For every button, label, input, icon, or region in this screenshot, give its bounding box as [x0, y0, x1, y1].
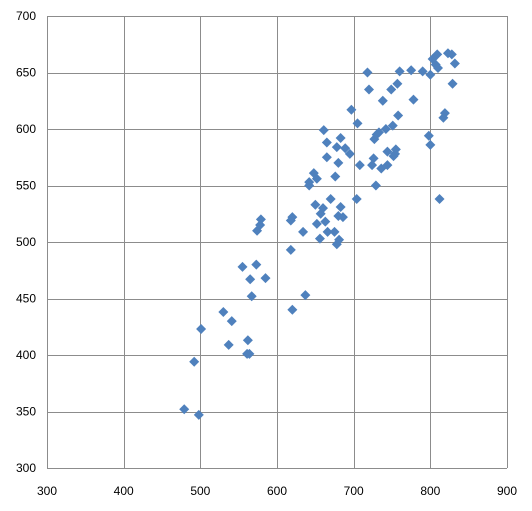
- data-point: [333, 157, 344, 168]
- data-point: [382, 146, 393, 157]
- x-tick-label-900: 900: [497, 484, 517, 498]
- data-point: [354, 160, 365, 171]
- data-point: [351, 194, 362, 205]
- data-point: [386, 84, 397, 95]
- data-point: [329, 226, 340, 237]
- data-points: [179, 48, 460, 420]
- data-point: [314, 233, 325, 244]
- data-point: [390, 144, 401, 155]
- y-tick-label-650: 650: [16, 66, 36, 80]
- y-tick-label-500: 500: [16, 235, 36, 249]
- data-point: [242, 335, 253, 346]
- data-point: [393, 110, 404, 121]
- y-tick-label-700: 700: [16, 9, 36, 23]
- data-point: [392, 78, 403, 89]
- data-point: [300, 290, 311, 301]
- data-point: [304, 180, 315, 191]
- data-point: [287, 304, 298, 315]
- data-point: [449, 58, 460, 69]
- data-point: [310, 199, 321, 210]
- x-tick-label-300: 300: [37, 484, 57, 498]
- data-point: [425, 69, 436, 80]
- y-tick-label-450: 450: [16, 292, 36, 306]
- data-point: [346, 104, 357, 115]
- x-tick-label-600: 600: [267, 484, 287, 498]
- y-tick-label-400: 400: [16, 348, 36, 362]
- data-point: [377, 95, 388, 106]
- data-point: [394, 66, 405, 77]
- data-point: [417, 66, 428, 77]
- gridlines: [47, 16, 508, 469]
- data-point: [340, 143, 351, 154]
- data-point: [237, 261, 248, 272]
- data-point: [298, 226, 309, 237]
- data-point: [425, 139, 436, 150]
- data-point: [335, 201, 346, 212]
- data-point: [223, 339, 234, 350]
- data-point: [447, 78, 458, 89]
- data-point: [322, 226, 333, 237]
- data-point: [423, 130, 434, 141]
- data-point: [337, 212, 348, 223]
- data-point: [367, 160, 378, 171]
- data-point: [311, 218, 322, 229]
- data-point: [380, 124, 391, 134]
- y-tick-label-300: 300: [16, 461, 36, 475]
- y-tick-label-350: 350: [16, 405, 36, 419]
- data-point: [318, 125, 329, 136]
- data-point: [246, 291, 257, 302]
- data-point: [285, 244, 296, 255]
- data-point: [318, 203, 328, 214]
- data-point: [382, 160, 393, 171]
- data-point: [226, 316, 237, 327]
- data-point: [352, 118, 363, 129]
- axes: [47, 16, 507, 469]
- x-tick-label-500: 500: [190, 484, 210, 498]
- data-point: [251, 259, 262, 270]
- data-point: [179, 404, 190, 415]
- data-point: [446, 49, 457, 60]
- data-point: [196, 324, 207, 335]
- data-point: [330, 171, 341, 182]
- data-point: [311, 173, 322, 184]
- x-tick-label-700: 700: [344, 484, 364, 498]
- data-point: [255, 220, 266, 231]
- data-point: [193, 409, 204, 420]
- data-point: [331, 142, 342, 153]
- data-point: [325, 194, 336, 205]
- data-point: [335, 133, 346, 144]
- data-point: [321, 152, 332, 163]
- data-point: [373, 127, 384, 138]
- data-point: [218, 307, 229, 318]
- data-point: [433, 62, 443, 73]
- y-tick-label-600: 600: [16, 122, 36, 136]
- data-point: [362, 67, 373, 78]
- data-point: [245, 274, 256, 285]
- data-point: [244, 348, 255, 359]
- data-point: [334, 234, 345, 245]
- data-point: [321, 137, 332, 148]
- data-point: [434, 194, 445, 205]
- data-point: [408, 94, 419, 105]
- data-point: [287, 212, 298, 223]
- x-tick-label-400: 400: [114, 484, 134, 498]
- data-point: [189, 356, 200, 367]
- y-tick-label-550: 550: [16, 179, 36, 193]
- data-point: [439, 108, 450, 119]
- data-point: [387, 120, 398, 131]
- data-point: [260, 273, 271, 284]
- data-point: [432, 49, 443, 60]
- x-tick-label-800: 800: [420, 484, 440, 498]
- data-point: [320, 216, 331, 227]
- data-point: [368, 153, 379, 164]
- tick-labels: 300 400 500 600 700 800 900 300 350 400 450 500 550 6…: [16, 9, 517, 498]
- data-point: [344, 148, 355, 159]
- data-point: [364, 84, 374, 95]
- data-point: [406, 65, 417, 76]
- data-point: [370, 180, 381, 191]
